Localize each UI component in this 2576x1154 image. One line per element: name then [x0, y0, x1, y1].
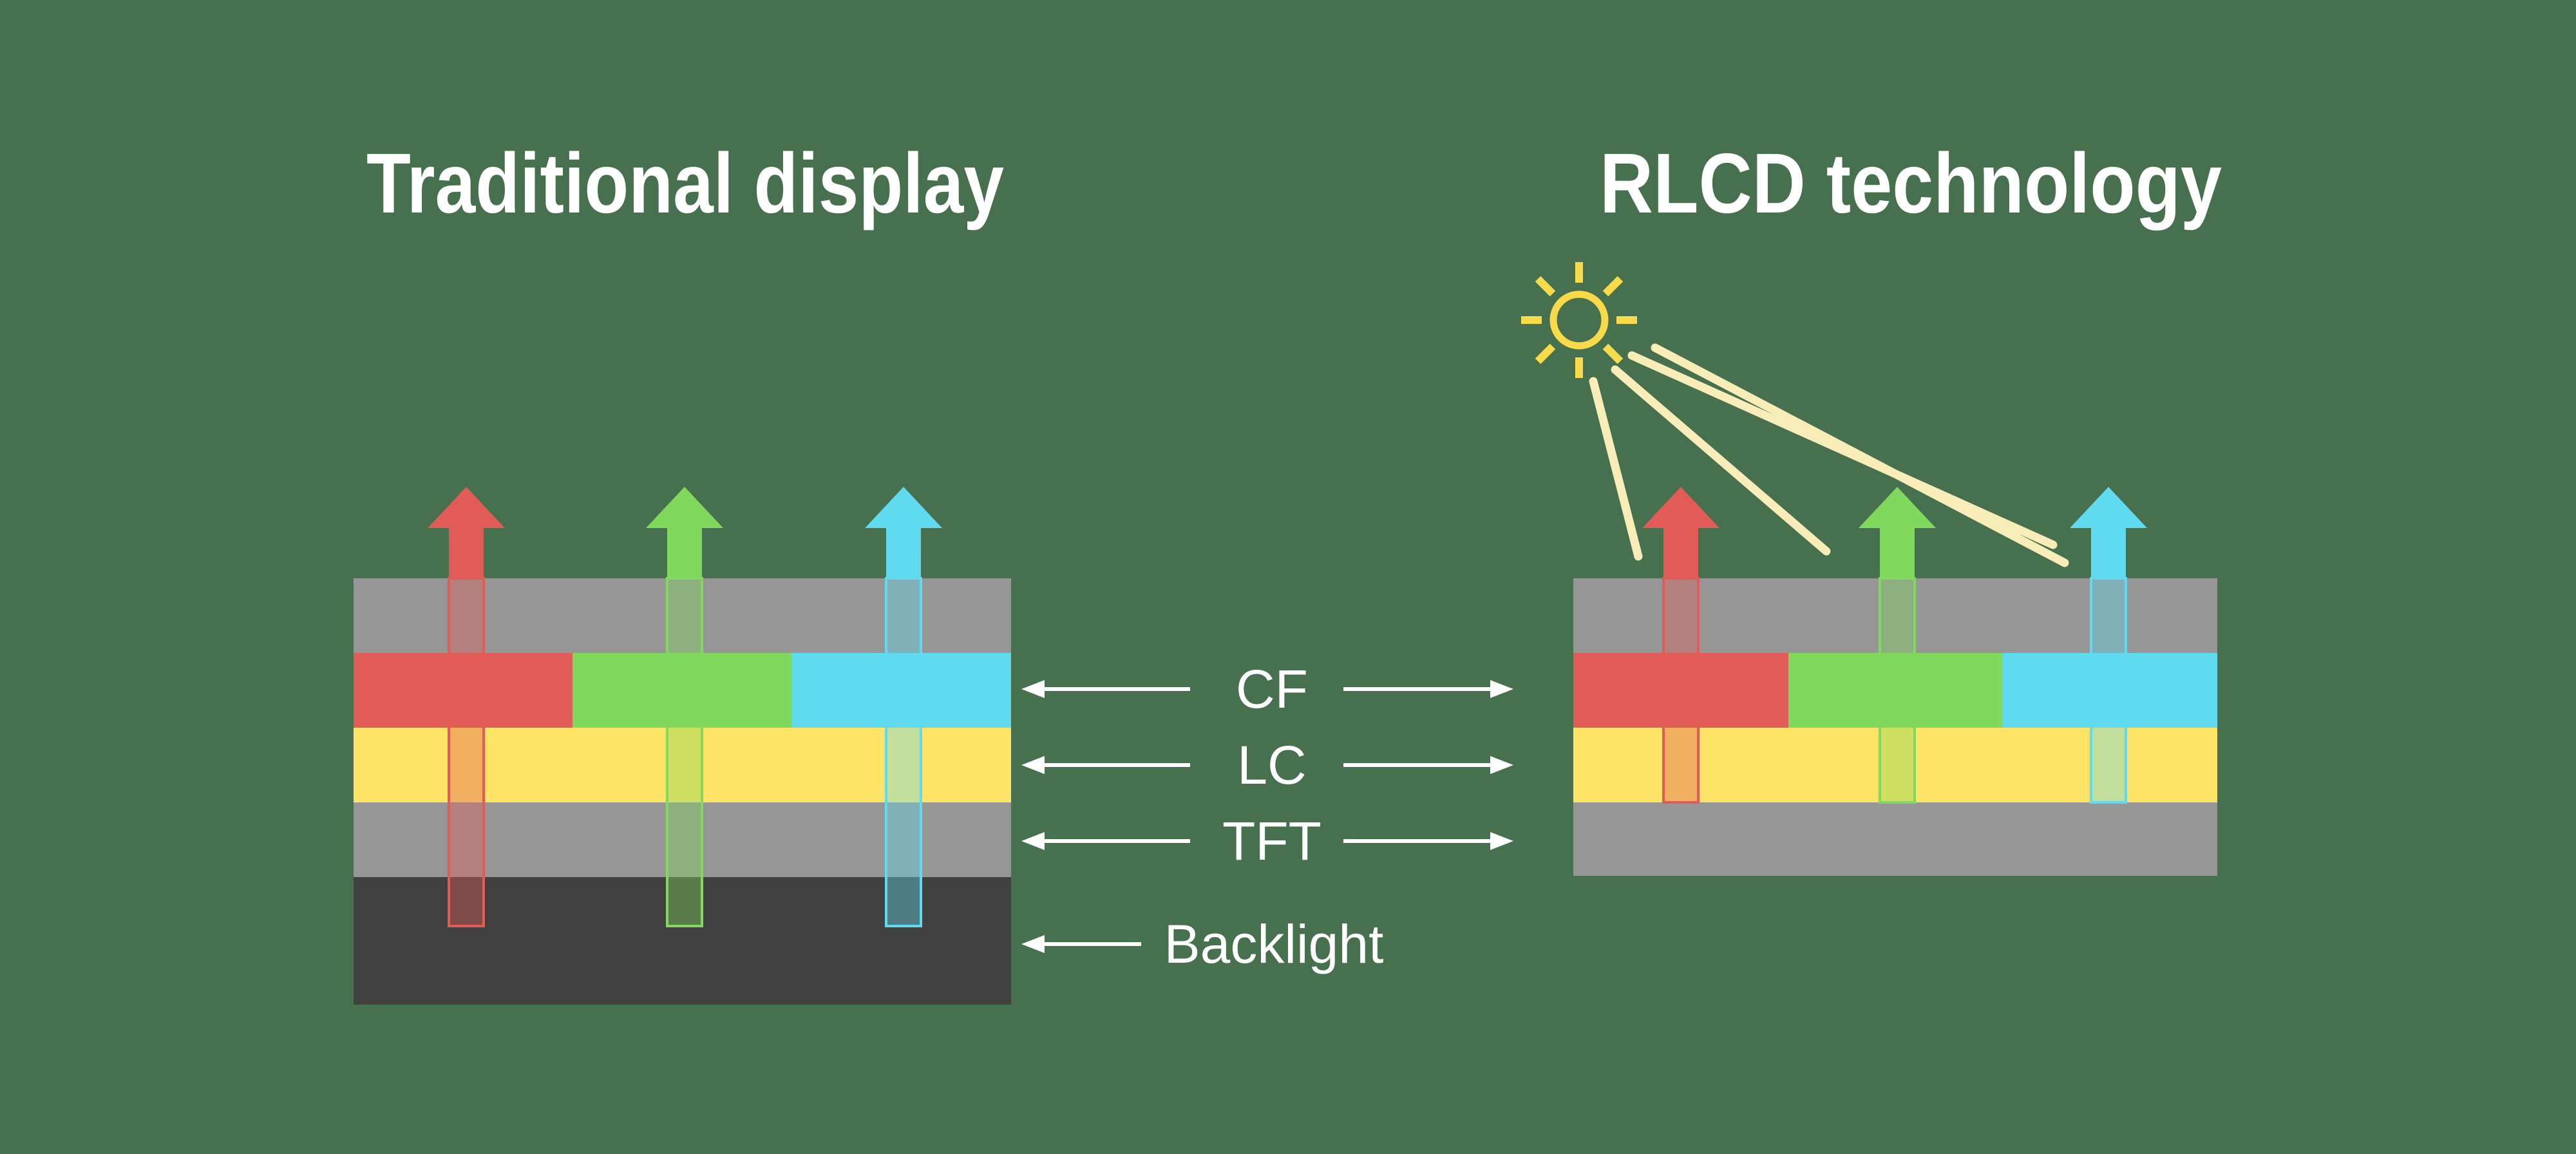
left-green-light-shaft	[666, 577, 703, 927]
left-cyan-light-shaft	[885, 577, 922, 927]
backlight-left-arrowhead	[1021, 935, 1045, 953]
left-backlight-layer	[354, 877, 1011, 1005]
sun-ray-4	[1651, 343, 2069, 567]
right-green-arrow	[1859, 487, 1936, 580]
lc-label: LC	[1237, 735, 1306, 795]
left-green-arrow	[646, 487, 723, 580]
right-cf-cyan-segment	[2003, 653, 2217, 728]
right-cf-red-segment	[1573, 653, 1788, 728]
sun-core	[1549, 290, 1609, 350]
lc-left-arrowhead	[1021, 756, 1045, 774]
tft-right-arrowhead	[1490, 832, 1513, 850]
right-cf-green-segment	[1788, 653, 2003, 728]
sun-tick-nw	[1535, 276, 1556, 297]
right-tft-layer	[1573, 802, 2217, 876]
rlcd-arrows	[1642, 487, 2147, 580]
sun-icon	[1521, 262, 1637, 378]
right-green-light-shaft	[1879, 577, 1916, 804]
rlcd-stack	[1573, 577, 2217, 876]
traditional-display-stack	[354, 487, 1011, 1005]
right-lc-layer	[1573, 728, 2217, 802]
left-cyan-arrow	[865, 487, 942, 580]
left-glass-layer	[354, 578, 1011, 653]
tft-left-arrowhead	[1021, 832, 1045, 850]
sun-ray-2	[1611, 365, 1831, 556]
right-cyan-light-shaft	[2090, 577, 2127, 804]
cf-label: CF	[1236, 659, 1308, 719]
left-red-arrow	[428, 487, 505, 580]
left-cf-red-segment	[354, 653, 573, 728]
right-glass-layer	[1573, 578, 2217, 653]
backlight-label: Backlight	[1164, 914, 1384, 974]
sun-ray-1	[1589, 377, 1643, 561]
right-red-light-shaft	[1662, 577, 1700, 804]
sun-rays	[1589, 343, 2069, 567]
left-title: Traditional display	[366, 136, 1004, 231]
cf-left-arrowhead	[1021, 680, 1045, 698]
layer-annotations: CF LC TFT Backlight	[1021, 659, 1513, 974]
sun-tick-ne	[1602, 276, 1624, 297]
left-red-light-shaft	[448, 577, 485, 927]
right-title: RLCD technology	[1600, 136, 2222, 231]
left-cf-cyan-segment	[791, 653, 1011, 728]
left-tft-layer	[354, 802, 1011, 877]
cf-right-arrowhead	[1490, 680, 1513, 698]
lc-right-arrowhead	[1490, 756, 1513, 774]
right-cyan-arrow	[2070, 487, 2147, 580]
sun-tick-sw	[1535, 343, 1556, 364]
left-cf-green-segment	[573, 653, 791, 728]
right-red-arrow	[1642, 487, 1719, 580]
sun-tick-se	[1602, 343, 1624, 364]
left-lc-layer	[354, 728, 1011, 802]
tft-label: TFT	[1222, 811, 1321, 871]
